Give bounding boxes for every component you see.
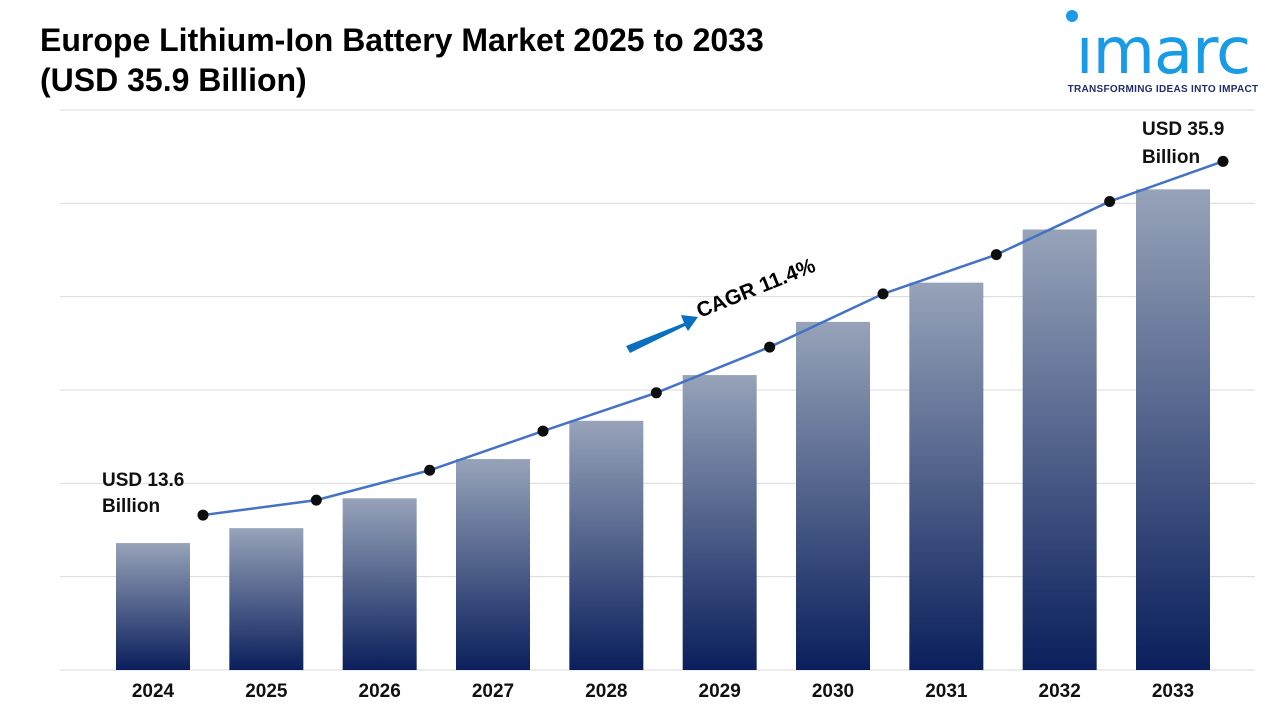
trend-point-2024 xyxy=(197,509,209,521)
bar-2024 xyxy=(116,543,190,670)
bars xyxy=(116,189,1210,671)
cagr-label: CAGR 11.4% xyxy=(693,254,819,323)
logo-wordmark: ımarc xyxy=(1075,15,1251,89)
bar-2030 xyxy=(796,321,870,670)
start-value-label: USD 13.6 xyxy=(102,470,184,491)
bar-2026 xyxy=(342,498,417,670)
x-tick-label: 2027 xyxy=(472,681,514,702)
trend-point-2025 xyxy=(310,494,322,506)
trend-point-2028 xyxy=(650,387,662,399)
trend-point-2030 xyxy=(877,288,889,300)
trend-point-2027 xyxy=(537,425,549,437)
x-tick-label: 2025 xyxy=(245,681,288,702)
bar-2031 xyxy=(909,282,984,670)
end-value-label: USD 35.9 xyxy=(1142,119,1224,140)
chart-title-line1: Europe Lithium-Ion Battery Market 2025 t… xyxy=(40,22,764,58)
imarc-logo: ımarc TRANSFORMING IDEAS INTO IMPACT xyxy=(1058,8,1268,98)
x-tick-label: 2033 xyxy=(1152,681,1194,702)
bar-2033 xyxy=(1136,189,1210,671)
trend-point-2026 xyxy=(424,464,436,476)
x-tick-label: 2030 xyxy=(812,681,854,702)
start-value-label: Billion xyxy=(102,496,160,517)
trend-point-2033 xyxy=(1217,155,1229,167)
trend-line-path xyxy=(202,160,1224,517)
logo-tagline: TRANSFORMING IDEAS INTO IMPACT xyxy=(1067,84,1259,95)
cagr-arrow-icon xyxy=(626,315,698,353)
bar-2029 xyxy=(682,375,757,670)
logo-dot-icon xyxy=(1066,10,1078,22)
end-value-label: Billion xyxy=(1142,147,1200,168)
x-tick-label: 2028 xyxy=(585,681,627,702)
trend-point-2029 xyxy=(764,341,776,353)
trend-point-2031 xyxy=(990,249,1002,261)
bar-2028 xyxy=(569,420,644,670)
x-tick-label: 2026 xyxy=(359,681,401,702)
trend-line xyxy=(197,155,1229,521)
x-tick-label: 2032 xyxy=(1039,681,1081,702)
x-tick-label: 2031 xyxy=(925,681,968,702)
chart-title: Europe Lithium-Ion Battery Market 2025 t… xyxy=(40,20,764,100)
x-tick-label: 2029 xyxy=(699,681,741,702)
x-axis-ticks: 2024 2025 2026 2027 2028 2029 2030 2031 2032 2033 xyxy=(132,681,1194,702)
chart-title-line2: (USD 35.9 Billion) xyxy=(40,62,307,98)
bar-2032 xyxy=(1022,229,1097,670)
bar-2025 xyxy=(229,528,304,670)
bar-2027 xyxy=(456,459,530,670)
trend-point-2032 xyxy=(1104,195,1116,207)
x-tick-label: 2024 xyxy=(132,681,175,702)
